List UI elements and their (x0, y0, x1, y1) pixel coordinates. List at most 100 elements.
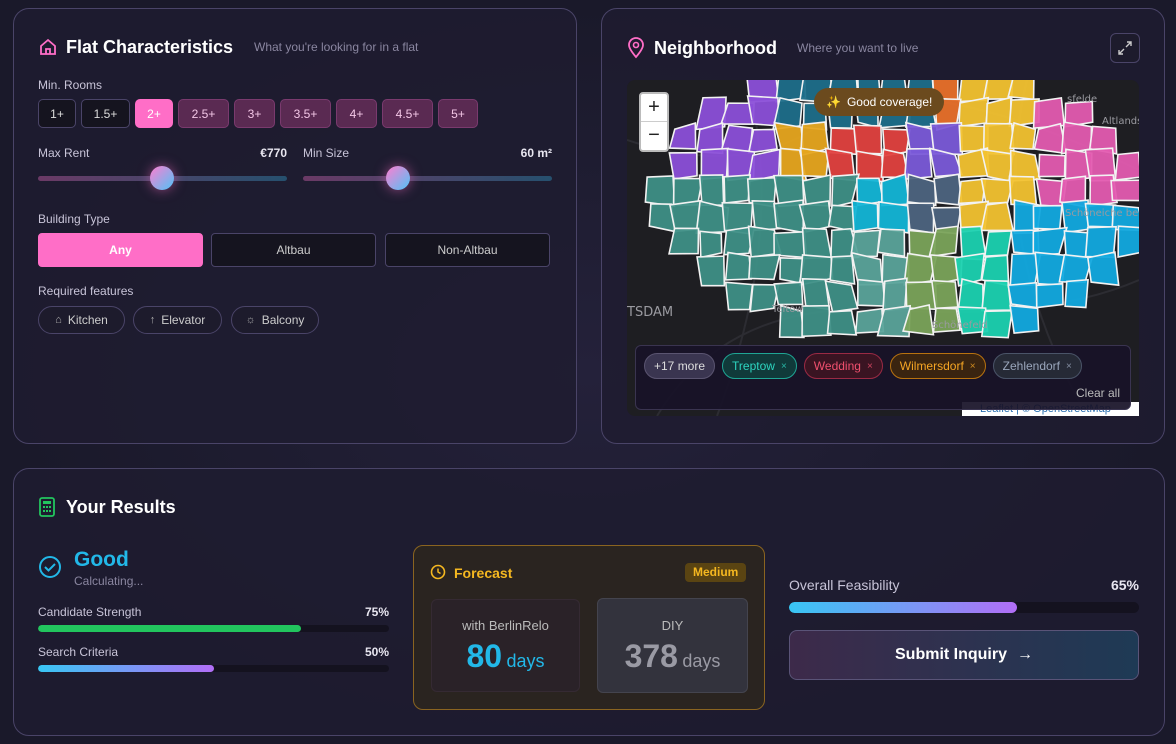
district (933, 173, 963, 207)
chip-remove[interactable]: × (780, 360, 787, 372)
feature-pill[interactable]: ⌂ Kitchen (38, 306, 125, 334)
district (906, 202, 935, 234)
room-button[interactable]: 1+ (38, 99, 76, 128)
sparkle-icon: ✨ (826, 95, 841, 109)
feasibility-value: 65% (1110, 577, 1139, 593)
neighborhood-chip[interactable]: Treptow × (722, 353, 797, 379)
feature-text: Kitchen (67, 313, 108, 327)
building-type-button[interactable]: Altbau (211, 233, 376, 267)
district (723, 174, 752, 204)
district (980, 201, 1015, 232)
coverage-text: Good coverage! (846, 95, 933, 109)
district (720, 124, 754, 153)
district (877, 201, 910, 234)
neighborhood-chip[interactable]: Wedding × (803, 353, 883, 379)
building-type-button[interactable]: Any (38, 233, 203, 267)
district (983, 230, 1013, 258)
status: Good (74, 548, 129, 571)
room-button[interactable]: 2+ (135, 99, 173, 128)
building-type-button[interactable]: Non-Altbau (385, 233, 550, 267)
submit-text: Submit Inquiry (895, 646, 1007, 663)
district (801, 227, 833, 260)
district (1114, 151, 1139, 181)
chip-text: Treptow (732, 359, 775, 373)
room-button[interactable]: 1.5+ (81, 99, 130, 128)
room-button[interactable]: 4+ (336, 99, 377, 128)
district (749, 283, 780, 313)
expand-button[interactable] (1110, 33, 1140, 63)
district (829, 255, 856, 285)
berlinrelo-value: 80 days (431, 638, 580, 675)
map-label: Schöneiche bei Berlin (1065, 208, 1139, 219)
home-icon (40, 38, 56, 55)
chip-list: +17 more Treptow × Wedding × Wilmersdorf × Zehl… (644, 353, 1082, 379)
feasibility-fill (789, 602, 1017, 613)
district (1035, 282, 1064, 309)
metric-label: Search Criteria (38, 645, 119, 659)
diy-label: DIY (661, 618, 684, 633)
check-icon (39, 556, 61, 578)
district (958, 96, 990, 128)
size-label: Min Size (303, 146, 350, 160)
submit-button[interactable]: Submit Inquiry → (789, 630, 1139, 680)
map-label: TSDAM (627, 305, 673, 320)
clear-all[interactable]: Clear all (1076, 386, 1121, 400)
district (644, 175, 676, 208)
district (773, 281, 804, 306)
district (747, 128, 778, 154)
map-label: Schönefeld (932, 320, 988, 331)
feature-pill[interactable]: ↑ Elevator (133, 306, 222, 334)
pin-icon (628, 37, 644, 59)
feasibility-label: Overall Feasibility (789, 577, 900, 593)
size-slider[interactable] (303, 176, 552, 181)
neighborhood-chip[interactable]: Wilmersdorf × (889, 353, 986, 379)
room-button[interactable]: 3.5+ (280, 99, 331, 128)
metric-value: 50% (364, 645, 389, 659)
district (1007, 281, 1039, 309)
size-knob[interactable] (386, 166, 410, 190)
berlinrelo-box (431, 599, 580, 692)
district (699, 230, 723, 259)
rent-knob[interactable] (150, 166, 174, 190)
flat-title: Flat Characteristics (66, 37, 234, 57)
district (857, 278, 886, 307)
district (826, 309, 858, 336)
berlinrelo-label: with BerlinRelo (462, 618, 549, 633)
district (1111, 204, 1139, 232)
forecast-badge: Medium (685, 563, 747, 582)
results-title: Your Results (66, 497, 176, 517)
diy-days: 378 (624, 638, 678, 674)
district (903, 147, 933, 180)
neighborhood-chip[interactable]: Zehlendorf × (992, 353, 1082, 379)
diy-unit: days (682, 651, 721, 671)
flat-subtitle: What you're looking for in a flat (254, 40, 419, 54)
chip-remove[interactable]: × (1066, 360, 1072, 372)
metric-track (38, 665, 389, 672)
room-button[interactable]: 3+ (234, 99, 275, 128)
district (696, 255, 726, 287)
feature-pill[interactable]: ☼ Balcony (231, 306, 319, 334)
metric-fill (38, 665, 214, 672)
district (1110, 179, 1139, 202)
district (1086, 251, 1120, 287)
calculator-icon (39, 497, 55, 517)
zoom-in[interactable]: + (641, 94, 667, 122)
district (855, 150, 885, 183)
zoom-out[interactable]: − (648, 124, 660, 146)
district (980, 309, 1014, 339)
neighborhood-chip[interactable]: +17 more (644, 353, 716, 379)
chip-text: +17 more (654, 359, 706, 373)
forecast-title: Forecast (454, 565, 513, 581)
district (668, 122, 697, 150)
district (748, 253, 781, 281)
room-button[interactable]: 4.5+ (382, 99, 433, 128)
district (695, 96, 727, 131)
chip-remove[interactable]: × (969, 360, 976, 372)
zoom-control: + − (639, 92, 669, 152)
chip-remove[interactable]: × (866, 360, 873, 372)
chip-text: Zehlendorf (1002, 359, 1061, 373)
room-button[interactable]: 5+ (438, 99, 478, 128)
district (1032, 204, 1063, 231)
district (1009, 121, 1037, 150)
room-button[interactable]: 2.5+ (178, 99, 229, 128)
